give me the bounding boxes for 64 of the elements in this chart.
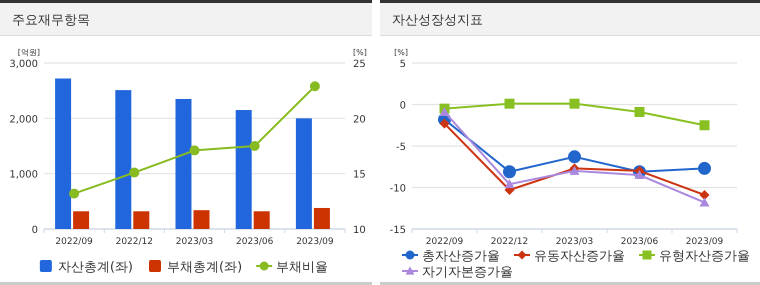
y-tick-label: 0	[32, 225, 38, 236]
y-tick-label: 3,000	[9, 59, 38, 70]
bar	[236, 110, 252, 229]
x-tick-label: 2023/09	[686, 237, 724, 247]
chart-title: 주요재무항목	[12, 13, 90, 28]
y2-tick-label: 25	[353, 59, 366, 70]
bar	[55, 78, 72, 229]
x-tick-label: 2023/03	[556, 237, 594, 247]
point	[504, 98, 514, 109]
bar	[115, 90, 132, 229]
bar	[133, 211, 150, 229]
legend-label: 자산총계(좌)	[58, 260, 133, 275]
point	[250, 141, 260, 151]
bar	[73, 211, 90, 229]
chart-title: 자산성장성지표	[392, 13, 483, 28]
point	[634, 106, 644, 117]
y2-tick-label: 10	[353, 225, 366, 236]
point	[570, 98, 580, 109]
point	[504, 179, 514, 188]
point	[440, 118, 450, 129]
point	[503, 165, 516, 178]
y-tick-label: 1,000	[9, 170, 38, 181]
point	[568, 150, 581, 164]
legend-label: 총자산증가율	[422, 249, 500, 264]
y-axis-title: [억원]	[18, 48, 40, 57]
point	[440, 106, 450, 116]
legend-label: 부채비율	[276, 260, 328, 275]
y-tick-label: 2,000	[9, 114, 38, 126]
y2-tick-label: 20	[353, 114, 366, 126]
point	[190, 145, 200, 156]
y-tick-label: 0	[400, 100, 406, 112]
y-tick-label: -5	[396, 142, 406, 153]
point	[700, 197, 710, 206]
bar	[314, 208, 330, 229]
point	[700, 190, 710, 200]
x-tick-label: 2023/06	[236, 237, 274, 247]
legend-label: 부채총계(좌)	[167, 260, 242, 275]
y-tick-label: -10	[390, 184, 406, 194]
bar	[176, 98, 192, 229]
x-tick-label: 2023/06	[620, 237, 658, 247]
point	[129, 168, 140, 178]
legend-label: 유형자산증가율	[659, 249, 750, 264]
y2-tick-label: 15	[353, 170, 366, 181]
x-tick-label: 2022/09	[55, 237, 94, 247]
y-tick-label: 5	[400, 59, 406, 70]
bar	[254, 211, 270, 229]
bar	[194, 210, 210, 229]
y-axis-title: [%]	[394, 48, 408, 57]
x-tick-label: 2022/09	[426, 237, 464, 247]
point	[698, 162, 711, 175]
y-tick-label: -15	[390, 225, 406, 236]
legend-label: 유동자산증가율	[534, 249, 625, 264]
point	[570, 166, 580, 175]
bar	[296, 118, 312, 229]
x-tick-label: 2023/03	[176, 237, 214, 247]
x-tick-label: 2022/12	[490, 237, 528, 247]
point	[69, 188, 80, 199]
y2-axis-title: [%]	[353, 48, 367, 57]
x-tick-label: 2023/09	[296, 237, 334, 247]
x-tick-label: 2022/12	[116, 237, 153, 247]
point	[310, 81, 320, 92]
legend-label: 자기자본증가율	[422, 265, 513, 280]
point	[634, 170, 644, 180]
point	[700, 120, 710, 130]
